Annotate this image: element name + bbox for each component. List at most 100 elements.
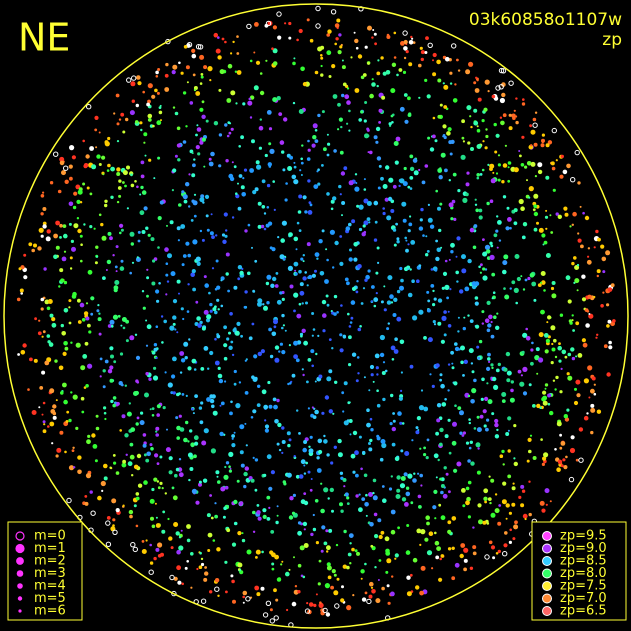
star [85, 384, 89, 388]
star [339, 193, 342, 196]
star [420, 57, 424, 62]
star [573, 400, 579, 406]
star [314, 499, 319, 503]
star [528, 512, 532, 517]
star [94, 459, 98, 463]
star [291, 174, 297, 180]
star [68, 299, 72, 303]
star [469, 115, 472, 118]
star [501, 499, 507, 505]
star [151, 414, 155, 417]
star [358, 507, 363, 513]
star [434, 139, 438, 143]
star [262, 508, 267, 513]
star [590, 403, 595, 408]
star [435, 256, 440, 262]
star [490, 334, 495, 339]
star [165, 62, 169, 67]
star [457, 316, 460, 319]
star [448, 258, 451, 261]
star [228, 331, 231, 335]
star [558, 342, 561, 345]
star [294, 269, 297, 272]
star [358, 118, 363, 122]
star [586, 412, 589, 415]
star [196, 567, 199, 571]
star [196, 261, 201, 266]
star [297, 590, 301, 594]
star [449, 288, 452, 291]
star [330, 207, 334, 211]
star [224, 485, 229, 490]
star [475, 208, 480, 213]
star [314, 269, 317, 273]
star [140, 174, 145, 179]
star [381, 586, 385, 591]
star [432, 52, 437, 58]
star [375, 292, 378, 295]
star [41, 335, 44, 338]
star [62, 224, 67, 229]
star [109, 236, 113, 241]
star [420, 529, 426, 535]
star [315, 593, 318, 596]
star [203, 428, 209, 434]
star [393, 297, 398, 302]
star [409, 187, 413, 190]
star [222, 515, 226, 519]
star [380, 56, 384, 60]
star [544, 387, 547, 390]
star [68, 321, 72, 325]
star [255, 60, 261, 65]
star [320, 73, 324, 77]
star [328, 338, 332, 341]
star [40, 194, 45, 198]
star [427, 136, 431, 140]
star [298, 474, 304, 479]
star [210, 213, 213, 216]
star [231, 542, 237, 547]
star [519, 154, 522, 158]
edge-star [402, 30, 408, 36]
star [515, 97, 518, 100]
star [441, 315, 447, 321]
star [333, 312, 337, 316]
star [316, 468, 322, 473]
star [497, 163, 501, 167]
star [186, 560, 189, 563]
star [217, 594, 220, 597]
star [455, 255, 458, 258]
star [256, 403, 261, 407]
star [560, 464, 564, 468]
edge-star [451, 43, 457, 49]
star [364, 101, 368, 104]
star [326, 565, 332, 571]
star [168, 456, 173, 461]
star [406, 524, 410, 527]
star [346, 281, 350, 286]
star [192, 163, 196, 168]
star [527, 437, 532, 442]
star [474, 88, 480, 93]
star [550, 161, 555, 166]
star [263, 305, 268, 311]
star [85, 473, 92, 479]
star [195, 133, 198, 137]
star [319, 601, 322, 604]
star [366, 201, 372, 206]
star [373, 304, 377, 308]
star [509, 226, 512, 230]
star [344, 277, 349, 282]
star [587, 365, 593, 371]
star [297, 521, 302, 525]
star [419, 543, 422, 547]
star [294, 585, 298, 588]
star [474, 203, 478, 206]
star [129, 231, 135, 237]
star [217, 308, 220, 311]
direction-label: NE [18, 16, 70, 60]
star [399, 106, 405, 112]
star [187, 452, 193, 458]
star [563, 465, 568, 470]
